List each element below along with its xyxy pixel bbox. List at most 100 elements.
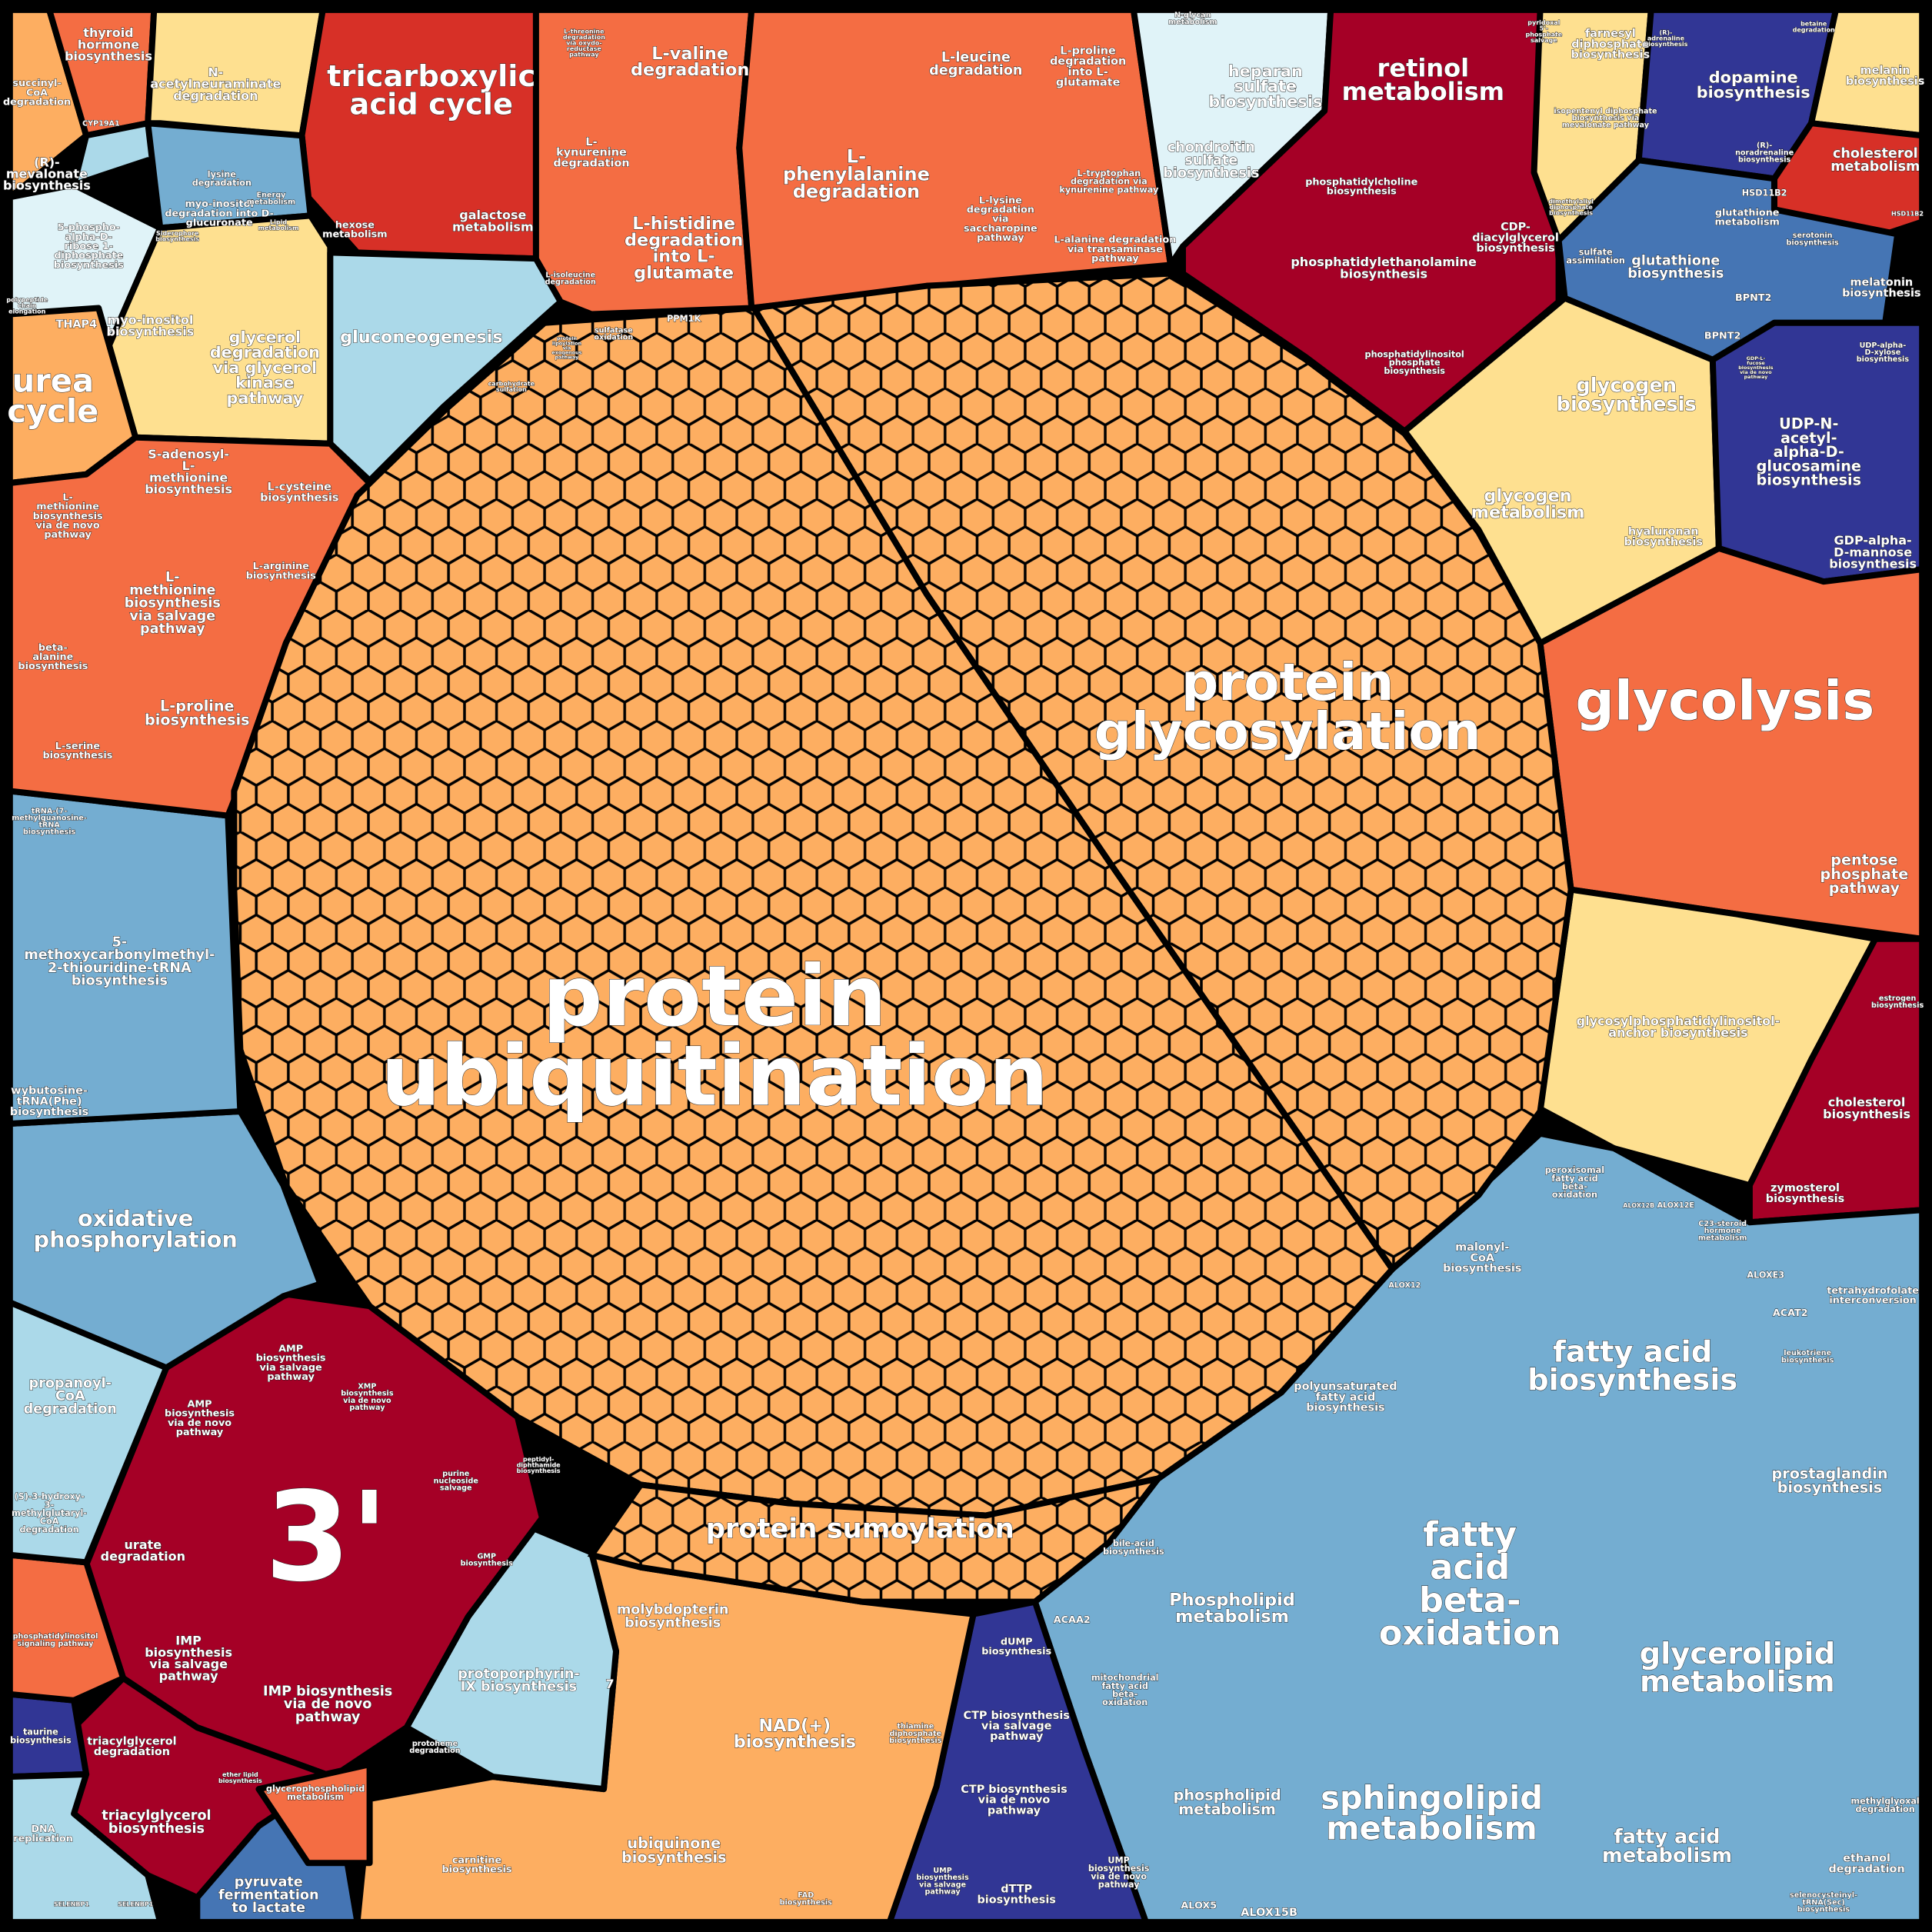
label-line: acetyl- [1780, 429, 1837, 447]
label-line: CoA [26, 87, 48, 98]
label-line: via salvage [149, 1657, 228, 1671]
label-line: nucleoside [434, 1477, 479, 1485]
label-alox12e: ALOX12E [1657, 1201, 1694, 1210]
label-line: tricarboxylic [327, 59, 535, 94]
label-line: protoheme [412, 1740, 458, 1748]
label-line: myo-inositol [108, 312, 194, 327]
label-line: biosynthesis [145, 1645, 232, 1660]
label-line: purine [442, 1470, 470, 1478]
label-line: kynurenine pathway [1059, 185, 1159, 195]
label-line: degradation [793, 181, 920, 202]
label-line: via salvage [981, 1720, 1052, 1733]
label-line: melatonin [1850, 277, 1913, 289]
label-line: glycolysis [1575, 670, 1874, 733]
label-line: degradation via [1071, 177, 1148, 187]
label-line: N-glycan [1174, 11, 1211, 19]
label-line: L- [585, 136, 597, 148]
label-line: into L- [653, 247, 715, 267]
label-tag-deg: triacylglycerol degradation [87, 1735, 176, 1758]
label-line: glycerophospholipid [266, 1784, 365, 1794]
label-line: biosynthesis [1846, 75, 1924, 88]
label-line: diphosphate [1549, 204, 1593, 211]
label-line: HSD11B2 [1742, 188, 1787, 198]
label-line: biosynthesis [1644, 41, 1688, 48]
label-cyp19a1: CYP19A1 [82, 119, 120, 128]
label-line: triacylglycerol [87, 1735, 176, 1747]
label-line: retinol [1377, 53, 1470, 82]
label-leukotriene: leukotriene biosynthesis [1781, 1349, 1834, 1364]
label-line: thyroid [83, 25, 133, 40]
label-acaa2: ACAA2 [1054, 1614, 1091, 1626]
label-line: fatty acid [1551, 1174, 1597, 1184]
label-line: glycosylation [1094, 701, 1481, 761]
label-line: glycosylphosphatidylinositol- [1577, 1014, 1780, 1028]
label-line: pathway [988, 1804, 1041, 1817]
label-line: via salvage [129, 608, 215, 624]
oxidative-phosphorylation-region [6, 1108, 324, 1371]
label-line: biosynthesis [125, 596, 221, 611]
label-line: via de novo [36, 520, 100, 531]
label-line: pathway [267, 1371, 315, 1383]
label-line: pathway [1829, 879, 1900, 897]
label-line: L-arginine [253, 561, 310, 572]
label-farnesyl: farnesyl diphosphate biosynthesis [1571, 28, 1650, 61]
label-line: fermentation [218, 1887, 319, 1903]
label-line: glycogen [1576, 374, 1677, 397]
label-line: biosynthesis [1627, 266, 1724, 281]
label-line: oxidative [78, 1205, 193, 1231]
label-fad: FAD biosynthesis [780, 1891, 833, 1907]
label-purine-salvage: purine nucleoside salvage [434, 1470, 479, 1492]
label-l-methionine-denovo: L-methionine biosynthesis via de novo pathw… [33, 491, 103, 541]
label-pentose: pentose phosphate pathway [1820, 851, 1909, 898]
label-line: CoA [1470, 1252, 1494, 1264]
label-hmg-coa: (S)-3-hydroxy-3-methylglutaryl-CoA degrad… [12, 1492, 87, 1535]
label-line: reductase [567, 45, 602, 52]
label-alox12: ALOX12 [1388, 1281, 1421, 1290]
label-line: L-histidine [632, 214, 735, 234]
label-line: beta- [1419, 1580, 1521, 1621]
protein-ubiquitination-region-subcells [232, 305, 1396, 1518]
label-line: oxidation [1102, 1697, 1148, 1707]
label-methoxycarbonyl: 5-methoxycarbonylmethyl-2-thiouridine-tR… [24, 934, 215, 988]
label-glycogen-met: glycogen metabolism [1471, 486, 1585, 522]
label-line: beta- [38, 642, 68, 654]
label-tca: tricarboxylic acid cycle [327, 59, 535, 122]
label-line: fatty acid [1614, 1826, 1720, 1849]
label-line: via de novo [284, 1697, 371, 1712]
label-line: ether lipid [222, 1771, 258, 1778]
label-line: zymosterol [1770, 1182, 1840, 1194]
label-line: degradation [409, 1747, 460, 1755]
label-line: hexose [335, 219, 375, 231]
label-line: phosphatidylcholine [1305, 176, 1417, 188]
label-line: Phospholipid [1169, 1590, 1295, 1610]
label-line: ubiquinone [627, 1834, 721, 1852]
label-l-kynurenine: L-kynurenine degradation [553, 136, 629, 169]
label-line: biosynthesis [10, 1735, 72, 1745]
label-protein-glycosylation: protein glycosylation [1094, 652, 1481, 761]
label-line: L-valine [651, 44, 728, 64]
label-line: biosynthesis [72, 974, 168, 989]
label-line: biosynthesis [1766, 1193, 1844, 1205]
label-line: bile-acid [1113, 1539, 1154, 1549]
label-line: L- [62, 491, 72, 503]
label-line: replication [13, 1833, 73, 1844]
label-line: pathway [555, 355, 580, 361]
label-chondroitin: chondroitin sulfate biosynthesis [1163, 140, 1259, 181]
label-noradrenaline: (R)-noradrenaline biosynthesis [1735, 142, 1794, 164]
label-line: lipoylation [552, 340, 582, 346]
label-line: biosynthesis [165, 1408, 235, 1420]
label-line: pathway [990, 1730, 1044, 1743]
label-line: Siderophore [156, 230, 199, 237]
label-line: L-alanine degradation [1054, 235, 1176, 246]
label-line: biosynthesis [1786, 238, 1839, 247]
label-bpnt2-a: BPNT2 [1735, 292, 1771, 304]
label-line: biosynthesis via [1572, 115, 1640, 123]
label-line: L- [165, 570, 180, 585]
label-line: pathway [924, 1887, 961, 1896]
label-myo-inositol-bio: myo-inositol biosynthesis [107, 312, 195, 338]
label-line: exogenous [551, 349, 581, 355]
label-line: (R)- [1660, 29, 1673, 36]
label-line: degradation [625, 230, 743, 250]
label-line: sphingolipid [1321, 1779, 1543, 1817]
label-line: L-threonine [564, 28, 605, 35]
